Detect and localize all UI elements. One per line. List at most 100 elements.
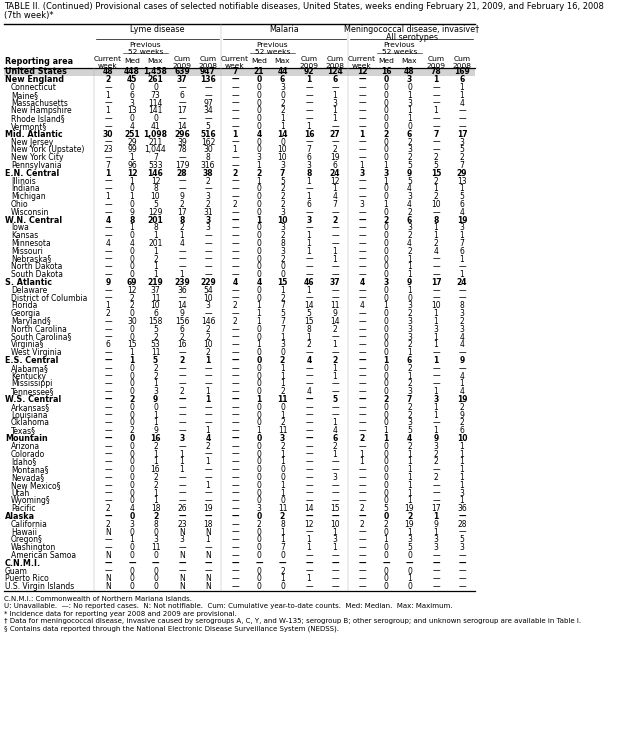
Text: 4: 4 bbox=[333, 426, 337, 435]
Text: —: — bbox=[104, 450, 112, 459]
Text: 1: 1 bbox=[433, 317, 438, 326]
Text: —: — bbox=[178, 403, 186, 412]
Text: 0: 0 bbox=[280, 497, 285, 506]
Text: 0: 0 bbox=[383, 122, 388, 131]
Text: 4: 4 bbox=[460, 333, 465, 342]
Text: 1: 1 bbox=[407, 488, 412, 497]
Text: 46: 46 bbox=[304, 278, 314, 287]
Text: 4: 4 bbox=[233, 278, 238, 287]
Text: 0: 0 bbox=[129, 457, 135, 467]
Text: 2008: 2008 bbox=[326, 63, 344, 69]
Text: 1: 1 bbox=[407, 91, 412, 99]
Text: 0: 0 bbox=[383, 418, 388, 427]
Text: 0: 0 bbox=[129, 364, 135, 373]
Text: 1: 1 bbox=[407, 263, 412, 272]
Text: —: — bbox=[178, 247, 186, 256]
Text: 5: 5 bbox=[280, 309, 285, 318]
Text: 1: 1 bbox=[306, 177, 312, 186]
Text: 0: 0 bbox=[383, 114, 388, 123]
Text: —: — bbox=[231, 215, 238, 224]
Text: 2: 2 bbox=[433, 177, 438, 186]
Text: California: California bbox=[11, 520, 48, 529]
Text: 1: 1 bbox=[153, 497, 158, 506]
Text: —: — bbox=[358, 349, 366, 358]
Text: 1: 1 bbox=[280, 574, 285, 583]
Text: 2: 2 bbox=[153, 364, 158, 373]
Text: —: — bbox=[358, 403, 366, 412]
Text: —: — bbox=[358, 372, 366, 381]
Text: 3: 3 bbox=[407, 192, 412, 201]
Text: 0: 0 bbox=[256, 239, 262, 248]
Text: —: — bbox=[178, 364, 186, 373]
Text: 3: 3 bbox=[280, 247, 285, 256]
Text: 1: 1 bbox=[256, 215, 262, 224]
Text: 0: 0 bbox=[256, 574, 262, 583]
Text: 0: 0 bbox=[383, 317, 388, 326]
Text: 3: 3 bbox=[206, 224, 210, 233]
Text: —: — bbox=[178, 418, 186, 427]
Text: 2: 2 bbox=[433, 450, 438, 459]
Text: 3: 3 bbox=[460, 224, 465, 233]
Text: 1: 1 bbox=[460, 270, 464, 279]
Text: Alabama§: Alabama§ bbox=[11, 364, 49, 373]
Text: 3: 3 bbox=[407, 76, 412, 85]
Text: Arizona: Arizona bbox=[11, 442, 40, 451]
Text: 1,044: 1,044 bbox=[145, 145, 167, 154]
Text: —: — bbox=[458, 263, 466, 272]
Text: 15: 15 bbox=[278, 278, 288, 287]
Text: —: — bbox=[231, 543, 239, 552]
Text: —: — bbox=[204, 543, 212, 552]
Text: 1: 1 bbox=[205, 395, 211, 404]
Text: 44: 44 bbox=[278, 67, 288, 76]
Text: Michigan: Michigan bbox=[11, 192, 46, 201]
Text: 0: 0 bbox=[256, 566, 262, 576]
Text: 3: 3 bbox=[129, 520, 135, 529]
Text: South Dakota: South Dakota bbox=[11, 270, 63, 279]
Text: 0: 0 bbox=[256, 411, 262, 420]
Text: 1: 1 bbox=[407, 270, 412, 279]
Text: —: — bbox=[432, 559, 440, 568]
Text: 45: 45 bbox=[127, 76, 137, 85]
Text: —: — bbox=[432, 488, 440, 497]
Text: 28: 28 bbox=[457, 520, 467, 529]
Text: —: — bbox=[231, 239, 239, 248]
Text: 5: 5 bbox=[153, 200, 158, 209]
Text: 1: 1 bbox=[433, 512, 438, 521]
Text: —: — bbox=[358, 294, 366, 303]
Text: Washington: Washington bbox=[11, 543, 56, 552]
Text: —: — bbox=[178, 559, 186, 568]
Text: —: — bbox=[358, 566, 366, 576]
Text: 19: 19 bbox=[457, 215, 467, 224]
Text: —: — bbox=[358, 387, 366, 396]
Text: 0: 0 bbox=[383, 185, 388, 194]
Text: 2: 2 bbox=[407, 364, 412, 373]
Text: 0: 0 bbox=[153, 527, 158, 536]
Text: —: — bbox=[358, 239, 366, 248]
Text: Lyme disease: Lyme disease bbox=[130, 25, 185, 34]
Text: 3: 3 bbox=[256, 504, 262, 513]
Text: —: — bbox=[231, 488, 239, 497]
Text: 26: 26 bbox=[177, 504, 187, 513]
Text: 0: 0 bbox=[129, 231, 135, 240]
Text: 1: 1 bbox=[153, 418, 158, 427]
Text: 4: 4 bbox=[460, 99, 465, 108]
Text: 2: 2 bbox=[280, 356, 285, 365]
Text: 9: 9 bbox=[407, 169, 412, 178]
Text: —: — bbox=[279, 559, 287, 568]
Text: 0: 0 bbox=[383, 497, 388, 506]
Bar bbox=[4, 68, 475, 76]
Text: N: N bbox=[105, 574, 111, 583]
Text: N: N bbox=[205, 582, 211, 591]
Text: —: — bbox=[432, 379, 440, 388]
Text: 2: 2 bbox=[233, 200, 237, 209]
Text: 1: 1 bbox=[333, 340, 337, 349]
Text: 5: 5 bbox=[153, 325, 158, 334]
Text: 0: 0 bbox=[383, 145, 388, 154]
Text: —: — bbox=[104, 364, 112, 373]
Text: Kentucky: Kentucky bbox=[11, 372, 46, 381]
Text: 4: 4 bbox=[360, 278, 365, 287]
Text: 97: 97 bbox=[203, 99, 213, 108]
Text: —: — bbox=[432, 582, 440, 591]
Text: 1: 1 bbox=[333, 527, 337, 536]
Text: —: — bbox=[231, 208, 239, 217]
